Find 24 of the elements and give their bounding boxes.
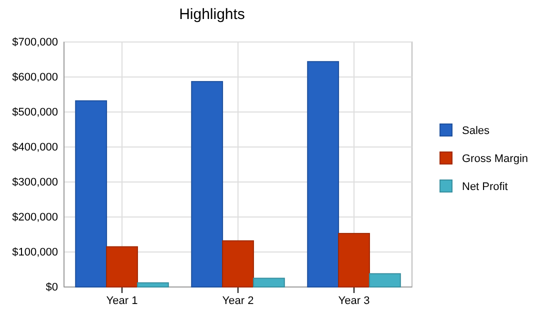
bar [307,61,340,288]
bar [106,246,138,288]
y-tick-label: $200,000 [12,212,58,224]
x-tick-label: Year 3 [338,294,370,307]
bar [252,278,285,288]
y-tick-label: $500,000 [12,106,58,119]
bar [136,282,169,288]
bar [368,273,401,288]
y-tick-label: $600,000 [12,72,58,84]
x-tick-label: Year 1 [106,294,138,307]
legend-label: Sales [462,125,490,137]
x-tick-label: Year 2 [222,294,254,307]
y-tick-label: $400,000 [12,142,58,154]
y-tick-label: $700,000 [12,36,58,49]
legend-label: Net Profit [462,181,508,193]
bar [75,100,108,288]
bar [222,240,254,288]
y-tick-label: $0 [46,282,58,294]
chart-title: Highlights [179,6,245,23]
legend-label: Gross Margin [462,153,528,165]
y-tick-label: $100,000 [12,246,58,259]
y-tick-label: $300,000 [12,176,58,189]
bar [191,81,224,288]
bar [338,232,370,288]
